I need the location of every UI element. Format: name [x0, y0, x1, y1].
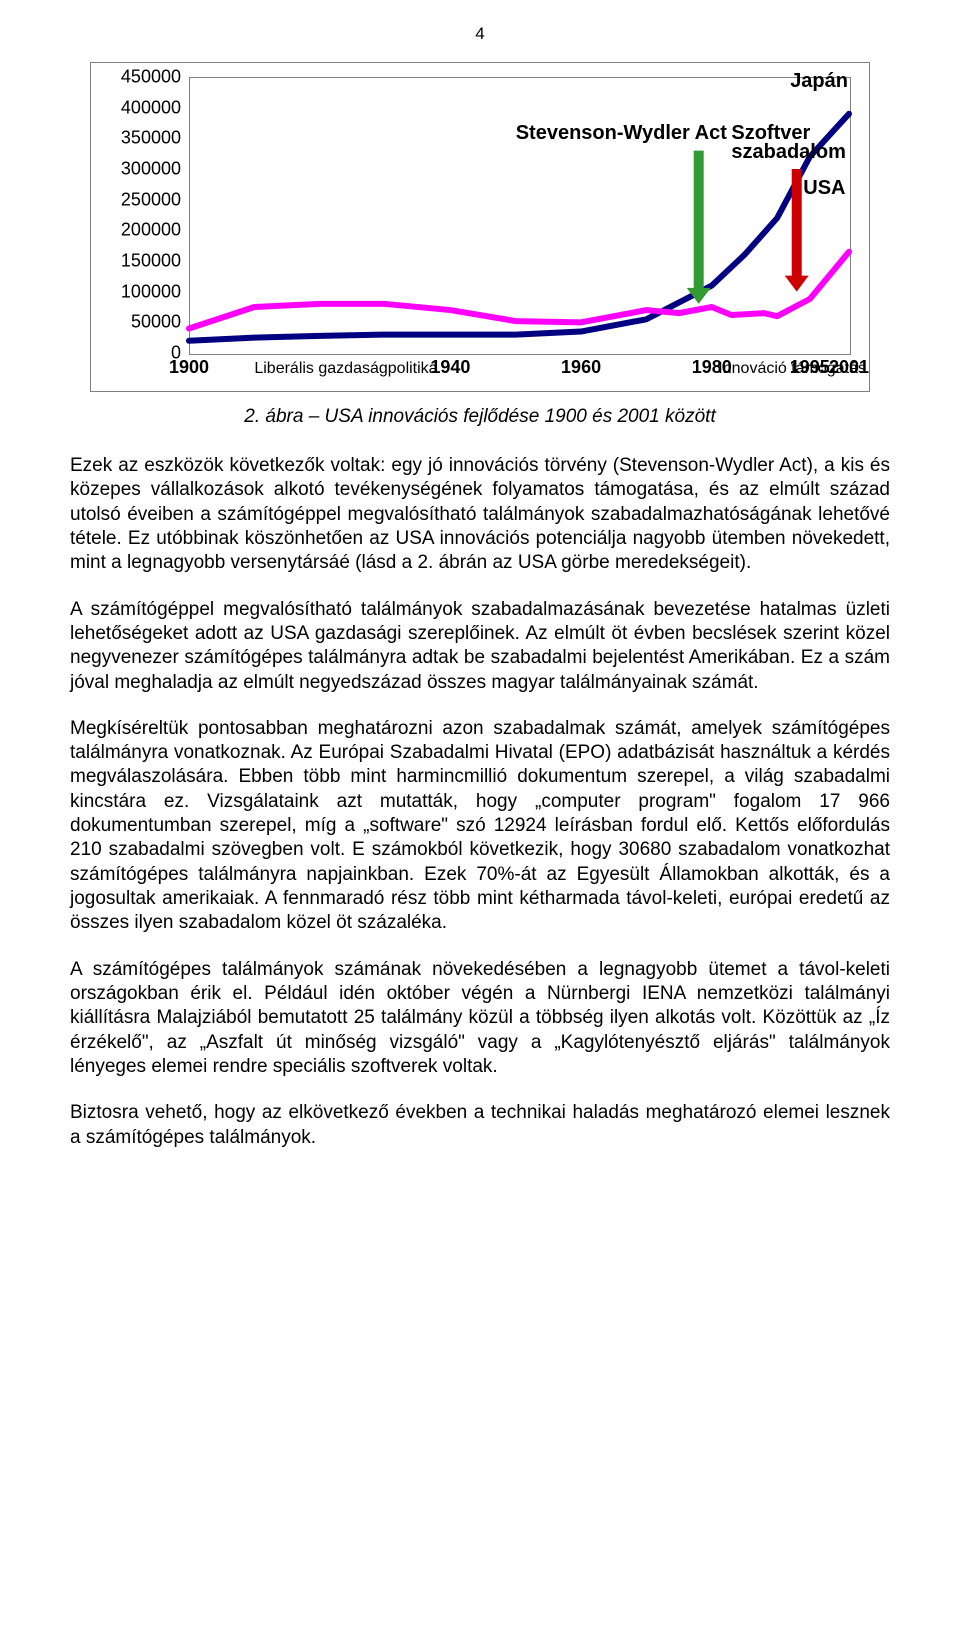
- paragraph-1: Ezek az eszközök következők voltak: egy …: [70, 454, 890, 576]
- series-USA: [189, 252, 849, 329]
- chart-caption: 2. ábra – USA innovációs fejlődése 1900 …: [70, 406, 890, 428]
- chart-svg: [91, 63, 871, 393]
- annotation-szoftver_l2: szabadalom: [731, 141, 845, 164]
- paragraph-2: A számítógéppel megvalósítható találmány…: [70, 598, 890, 695]
- annotation-japan_label: Japán: [790, 70, 848, 93]
- paragraph-5: Biztosra vehető, hogy az elkövetkező éve…: [70, 1101, 890, 1150]
- innovation-chart: 0500001000001500002000002500003000003500…: [90, 62, 870, 392]
- page: 4 05000010000015000020000025000030000035…: [0, 0, 960, 1212]
- paragraph-3: Megkíséreltük pontosabban meghatározni a…: [70, 717, 890, 936]
- paragraph-4: A számítógépes találmányok számának növe…: [70, 958, 890, 1080]
- page-number: 4: [70, 24, 890, 44]
- annotation-usa_label: USA: [803, 177, 845, 200]
- annotation-lib_label: Liberális gazdaságpolitika: [254, 360, 437, 378]
- sw-act-arrow: [687, 151, 711, 304]
- body-text: Ezek az eszközök következők voltak: egy …: [70, 454, 890, 1150]
- annotation-sw_act_label: Stevenson-Wydler Act: [516, 122, 727, 145]
- annotation-innov_label: Innováció támogatás: [718, 360, 866, 378]
